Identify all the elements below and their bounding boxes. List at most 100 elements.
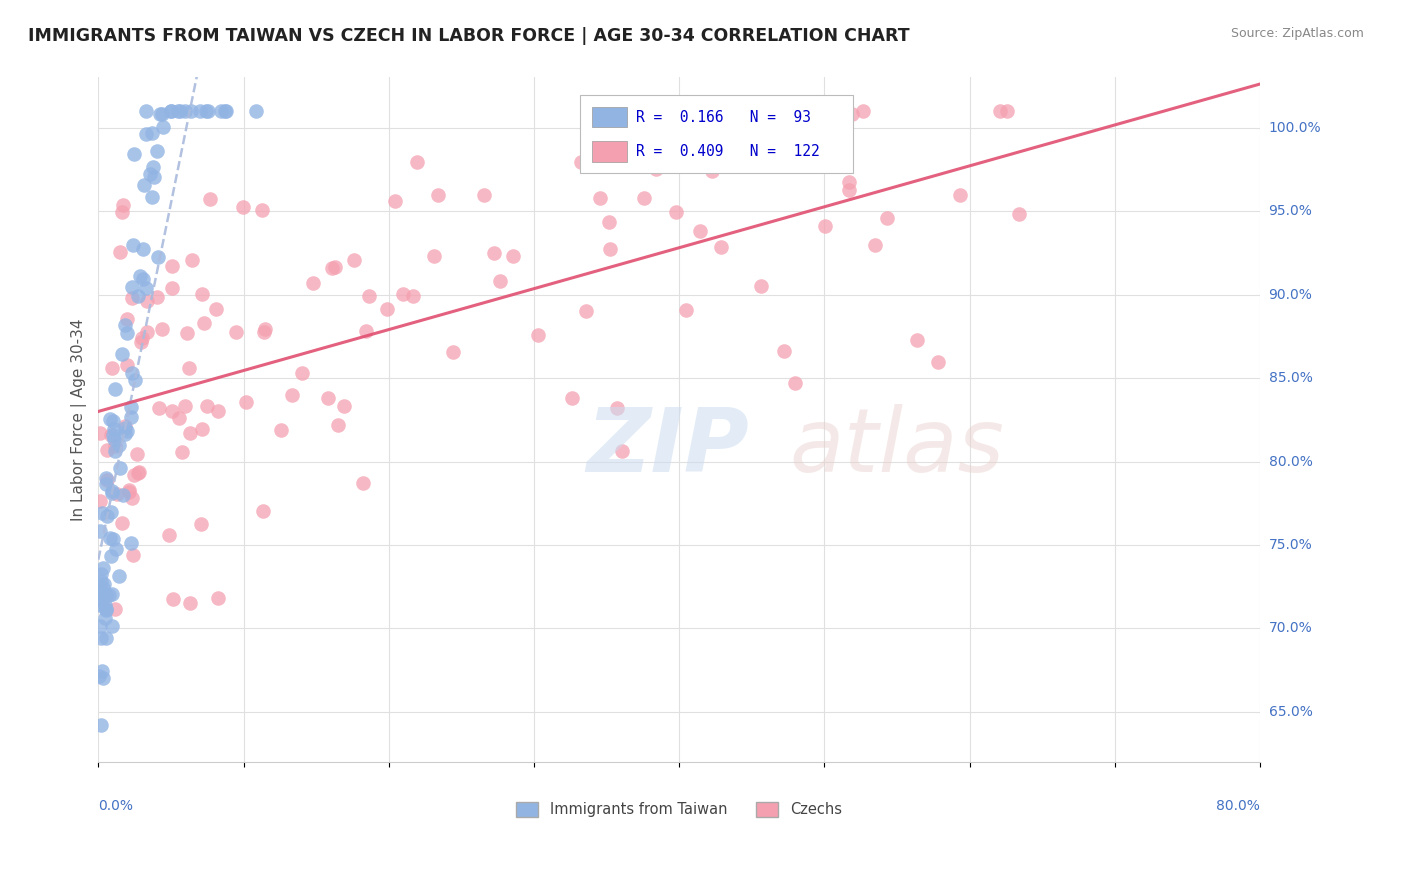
Point bbox=[252, 504, 274, 518]
Point bbox=[392, 287, 415, 301]
Point bbox=[214, 103, 236, 118]
Point bbox=[250, 203, 273, 218]
Point bbox=[176, 326, 198, 341]
Point bbox=[136, 294, 159, 309]
Point bbox=[89, 619, 111, 633]
Point bbox=[100, 505, 122, 519]
Point bbox=[209, 103, 232, 118]
Point bbox=[146, 144, 169, 158]
Point bbox=[160, 103, 183, 118]
Point bbox=[98, 531, 121, 545]
Point bbox=[118, 484, 141, 499]
Point bbox=[120, 400, 142, 414]
Point bbox=[129, 269, 152, 284]
FancyBboxPatch shape bbox=[592, 107, 627, 128]
Text: atlas: atlas bbox=[790, 404, 1004, 490]
Point bbox=[472, 188, 495, 202]
Point bbox=[441, 345, 464, 359]
Point bbox=[179, 425, 201, 440]
Point bbox=[177, 361, 200, 376]
Point bbox=[121, 491, 143, 506]
Point bbox=[598, 215, 620, 229]
Text: 70.0%: 70.0% bbox=[1268, 622, 1312, 635]
Point bbox=[93, 577, 115, 591]
Point bbox=[162, 592, 184, 607]
Point bbox=[104, 444, 127, 458]
Text: Source: ZipAtlas.com: Source: ZipAtlas.com bbox=[1230, 27, 1364, 40]
Point bbox=[135, 281, 157, 295]
Point bbox=[270, 423, 292, 437]
Point bbox=[96, 509, 118, 524]
Point bbox=[352, 476, 374, 491]
Point bbox=[141, 190, 163, 204]
Point bbox=[93, 588, 115, 602]
Point bbox=[114, 419, 136, 434]
Point bbox=[96, 443, 118, 458]
Point bbox=[90, 584, 112, 599]
Point bbox=[575, 303, 598, 318]
Point bbox=[484, 245, 506, 260]
Point bbox=[96, 477, 118, 491]
Text: 80.0%: 80.0% bbox=[1268, 455, 1312, 468]
Point bbox=[122, 468, 145, 483]
Point bbox=[160, 281, 183, 295]
Point bbox=[96, 631, 118, 645]
Point bbox=[146, 290, 169, 304]
Point bbox=[988, 103, 1011, 118]
Point bbox=[188, 103, 211, 118]
Point bbox=[131, 331, 153, 345]
Point bbox=[710, 240, 733, 254]
Point bbox=[235, 395, 257, 409]
Point bbox=[101, 532, 124, 546]
Point bbox=[122, 146, 145, 161]
Point bbox=[93, 611, 115, 625]
Point bbox=[162, 403, 184, 417]
Point bbox=[423, 249, 446, 263]
Point bbox=[427, 188, 450, 202]
Point bbox=[762, 132, 785, 146]
Point bbox=[675, 302, 697, 317]
Point bbox=[406, 155, 429, 169]
Text: 0.0%: 0.0% bbox=[98, 799, 134, 813]
Point bbox=[207, 591, 229, 605]
Text: 80.0%: 80.0% bbox=[1216, 799, 1260, 813]
Point bbox=[141, 126, 163, 140]
Point bbox=[803, 103, 825, 118]
Point bbox=[115, 326, 138, 340]
Point bbox=[103, 432, 125, 446]
Point bbox=[100, 549, 122, 563]
Point bbox=[87, 592, 110, 607]
Point bbox=[581, 116, 603, 130]
Point bbox=[343, 252, 366, 267]
Point bbox=[281, 388, 304, 402]
Point bbox=[90, 665, 112, 679]
Point bbox=[772, 344, 794, 359]
Point bbox=[489, 274, 512, 288]
Point bbox=[166, 103, 188, 118]
Point bbox=[744, 103, 766, 118]
Point bbox=[124, 373, 146, 387]
Point bbox=[101, 428, 124, 442]
Point bbox=[115, 358, 138, 372]
Point bbox=[254, 321, 277, 335]
Point bbox=[121, 548, 143, 562]
Legend: Immigrants from Taiwan, Czechs: Immigrants from Taiwan, Czechs bbox=[510, 797, 848, 823]
Point bbox=[198, 192, 221, 206]
Point bbox=[160, 259, 183, 273]
Point bbox=[103, 601, 125, 615]
Point bbox=[114, 426, 136, 441]
Point bbox=[90, 574, 112, 588]
Point bbox=[323, 260, 346, 274]
Point bbox=[114, 420, 136, 434]
Point bbox=[115, 425, 138, 439]
Point bbox=[321, 261, 343, 276]
Point bbox=[90, 631, 112, 645]
Point bbox=[402, 289, 425, 303]
Point bbox=[98, 412, 121, 426]
Point bbox=[180, 103, 202, 118]
Point bbox=[157, 528, 180, 542]
Point bbox=[152, 120, 174, 135]
Point bbox=[127, 466, 149, 480]
Point bbox=[132, 271, 155, 285]
Point bbox=[214, 103, 236, 118]
